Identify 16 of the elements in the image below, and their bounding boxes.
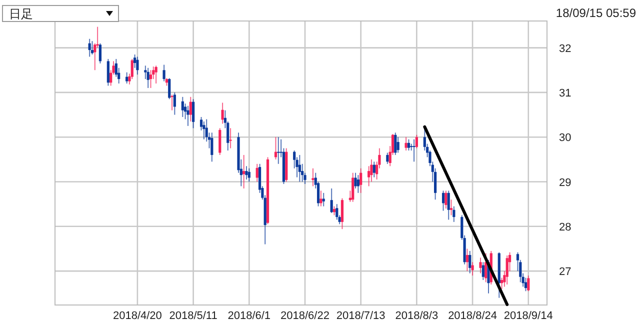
- x-tick-label: 2018/9/14: [504, 310, 553, 322]
- y-tick-label: 28: [559, 221, 572, 234]
- x-tick-label: 2018/6/22: [280, 310, 330, 322]
- x-tick-label: 2018/6/1: [228, 310, 271, 322]
- y-tick-label: 29: [559, 176, 572, 189]
- y-tick-label: 31: [559, 87, 572, 100]
- period-select: 日足: [2, 5, 119, 22]
- x-tick-label: 2018/8/24: [448, 310, 498, 322]
- y-tick-label: 32: [559, 42, 572, 55]
- y-tick-label: 30: [559, 132, 572, 144]
- x-tick-label: 2018/5/11: [169, 310, 218, 322]
- x-tick-label: 2018/8/3: [395, 310, 438, 322]
- x-tick-label: 2018/7/13: [336, 310, 386, 322]
- x-tick-label: 2018/4/20: [112, 310, 162, 322]
- y-tick-label: 27: [559, 266, 572, 278]
- text: 18/09/15 05:59: [556, 6, 636, 20]
